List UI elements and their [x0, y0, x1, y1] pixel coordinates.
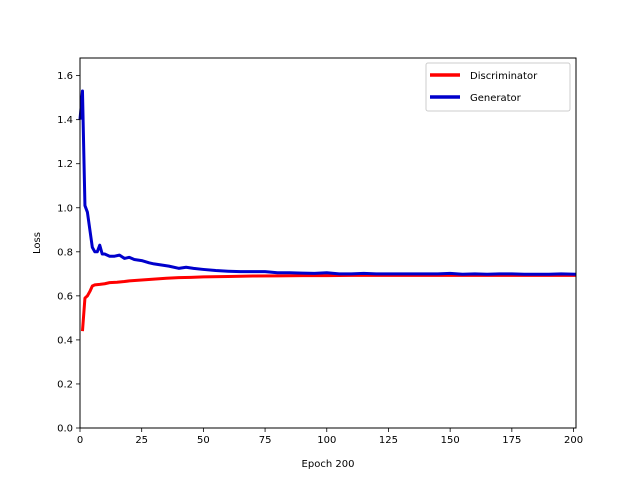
x-tick-label: 75: [259, 435, 272, 446]
x-tick-label: 25: [135, 435, 148, 446]
y-tick-label: 0.4: [57, 335, 73, 346]
legend-label-generator: Generator: [470, 93, 522, 104]
legend: Discriminator Generator: [425, 62, 571, 112]
y-tick-label: 0.6: [57, 291, 73, 302]
y-tick-label: 1.6: [57, 71, 73, 82]
plot-area: [80, 58, 576, 428]
x-tick-label: 200: [564, 435, 583, 446]
x-tick-label: 50: [197, 435, 210, 446]
x-tick-label: 0: [77, 435, 83, 446]
x-tick-label: 150: [441, 435, 460, 446]
series-line-generator: [78, 89, 577, 276]
x-tick-label: 175: [502, 435, 521, 446]
y-axis-label: Loss: [32, 232, 43, 254]
y-tick-label: 0.2: [57, 379, 73, 390]
y-tick-label: 1.0: [57, 203, 73, 214]
legend-box: [425, 62, 571, 112]
y-tick-label: 0.0: [57, 424, 73, 435]
series-layer: [78, 89, 577, 332]
y-tick-label: 1.2: [57, 159, 73, 170]
x-axis-label: Epoch 200: [302, 459, 355, 470]
series-line-discriminator: [80, 273, 576, 332]
plot-frame: [79, 57, 577, 429]
legend-label-discriminator: Discriminator: [470, 71, 538, 82]
x-tick-label: 100: [317, 435, 336, 446]
x-tick-label: 125: [379, 435, 398, 446]
y-tick-label: 1.4: [57, 115, 73, 126]
y-axis-ticks: 0.0 0.2 0.4 0.6 0.8 1.0 1.2 1.4 1.6: [57, 71, 80, 435]
x-axis-ticks: 0 25 50 75 100 125 150 175 200: [77, 428, 583, 446]
y-tick-label: 0.8: [57, 247, 73, 258]
